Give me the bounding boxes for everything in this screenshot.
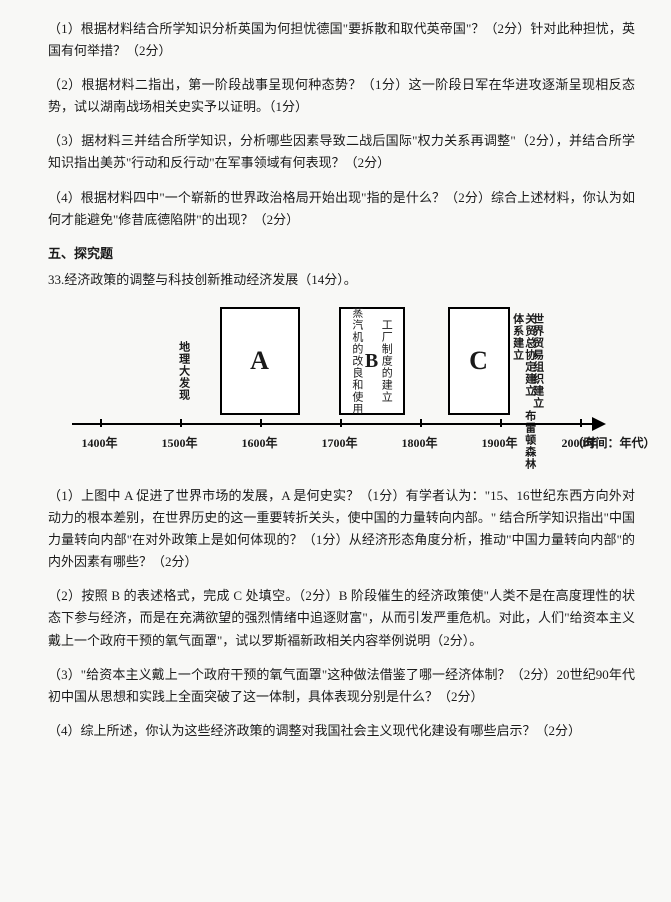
q33-sub2: （2）按照 B 的表述格式，完成 C 处填空。（2分）B 阶段催生的经济政策使"… [48, 585, 635, 651]
q33-sub3: （3）"给资本主义戴上一个政府干预的氧气面罩"这种做法借鉴了哪一经济体制？（2分… [48, 664, 635, 708]
q33-heading: 33.经济政策的调整与科技创新推动经济发展（14分）。 [48, 269, 635, 291]
question-2: （2）根据材料二指出，第一阶段战事呈现何种态势？（1分）这一阶段日军在华进攻逐渐… [48, 74, 635, 118]
tick [420, 419, 422, 427]
year-label: 1400年 [81, 433, 117, 453]
letter-b: B [365, 344, 378, 378]
box-b-text-left: 蒸汽机的改良和使用 [351, 307, 363, 415]
tick [260, 419, 262, 427]
tick [180, 419, 182, 427]
tick [100, 419, 102, 427]
tick [580, 419, 582, 427]
year-label: 1600年 [241, 433, 277, 453]
question-4: （4）根据材料四中"一个崭新的世界政治格局开始出现"指的是什么？（2分）综合上述… [48, 187, 635, 231]
box-c: C [448, 307, 510, 415]
year-label: 1900年 [481, 433, 517, 453]
arrow-icon [592, 417, 606, 431]
section-5-heading: 五、探究题 [48, 243, 635, 265]
q33-sub1: （1）上图中 A 促进了世界市场的发展，A 是何史实？（1分）有学者认为："15… [48, 485, 635, 573]
timeline-diagram: 地理大发现 A 蒸汽机的改良和使用 B 工厂制度的建立 C 关贸总协定建立 布雷… [72, 301, 612, 471]
box-b-text-right: 工厂制度的建立 [380, 319, 392, 403]
tick [500, 419, 502, 427]
label-geographic-discovery: 地理大发现 [178, 341, 190, 401]
year-label: 2000年 [561, 433, 597, 453]
letter-c: C [469, 339, 488, 383]
box-b: 蒸汽机的改良和使用 B 工厂制度的建立 [339, 307, 405, 415]
question-3: （3）据材料三并结合所学知识，分析哪些因素导致二战后国际"权力关系再调整"（2分… [48, 130, 635, 174]
tick [340, 419, 342, 427]
box-a: A [220, 307, 300, 415]
year-label: 1800年 [401, 433, 437, 453]
question-1: （1）根据材料结合所学知识分析英国为何担忧德国"要拆散和取代英帝国"？（2分）针… [48, 18, 635, 62]
year-label: 1500年 [161, 433, 197, 453]
letter-a: A [250, 339, 269, 383]
year-label: 1700年 [321, 433, 357, 453]
q33-sub4: （4）综上所述，你认为这些经济政策的调整对我国社会主义现代化建设有哪些启示？（2… [48, 720, 635, 742]
timeline-axis [72, 423, 592, 425]
label-wto: 世界贸易组织建立 [532, 313, 544, 409]
